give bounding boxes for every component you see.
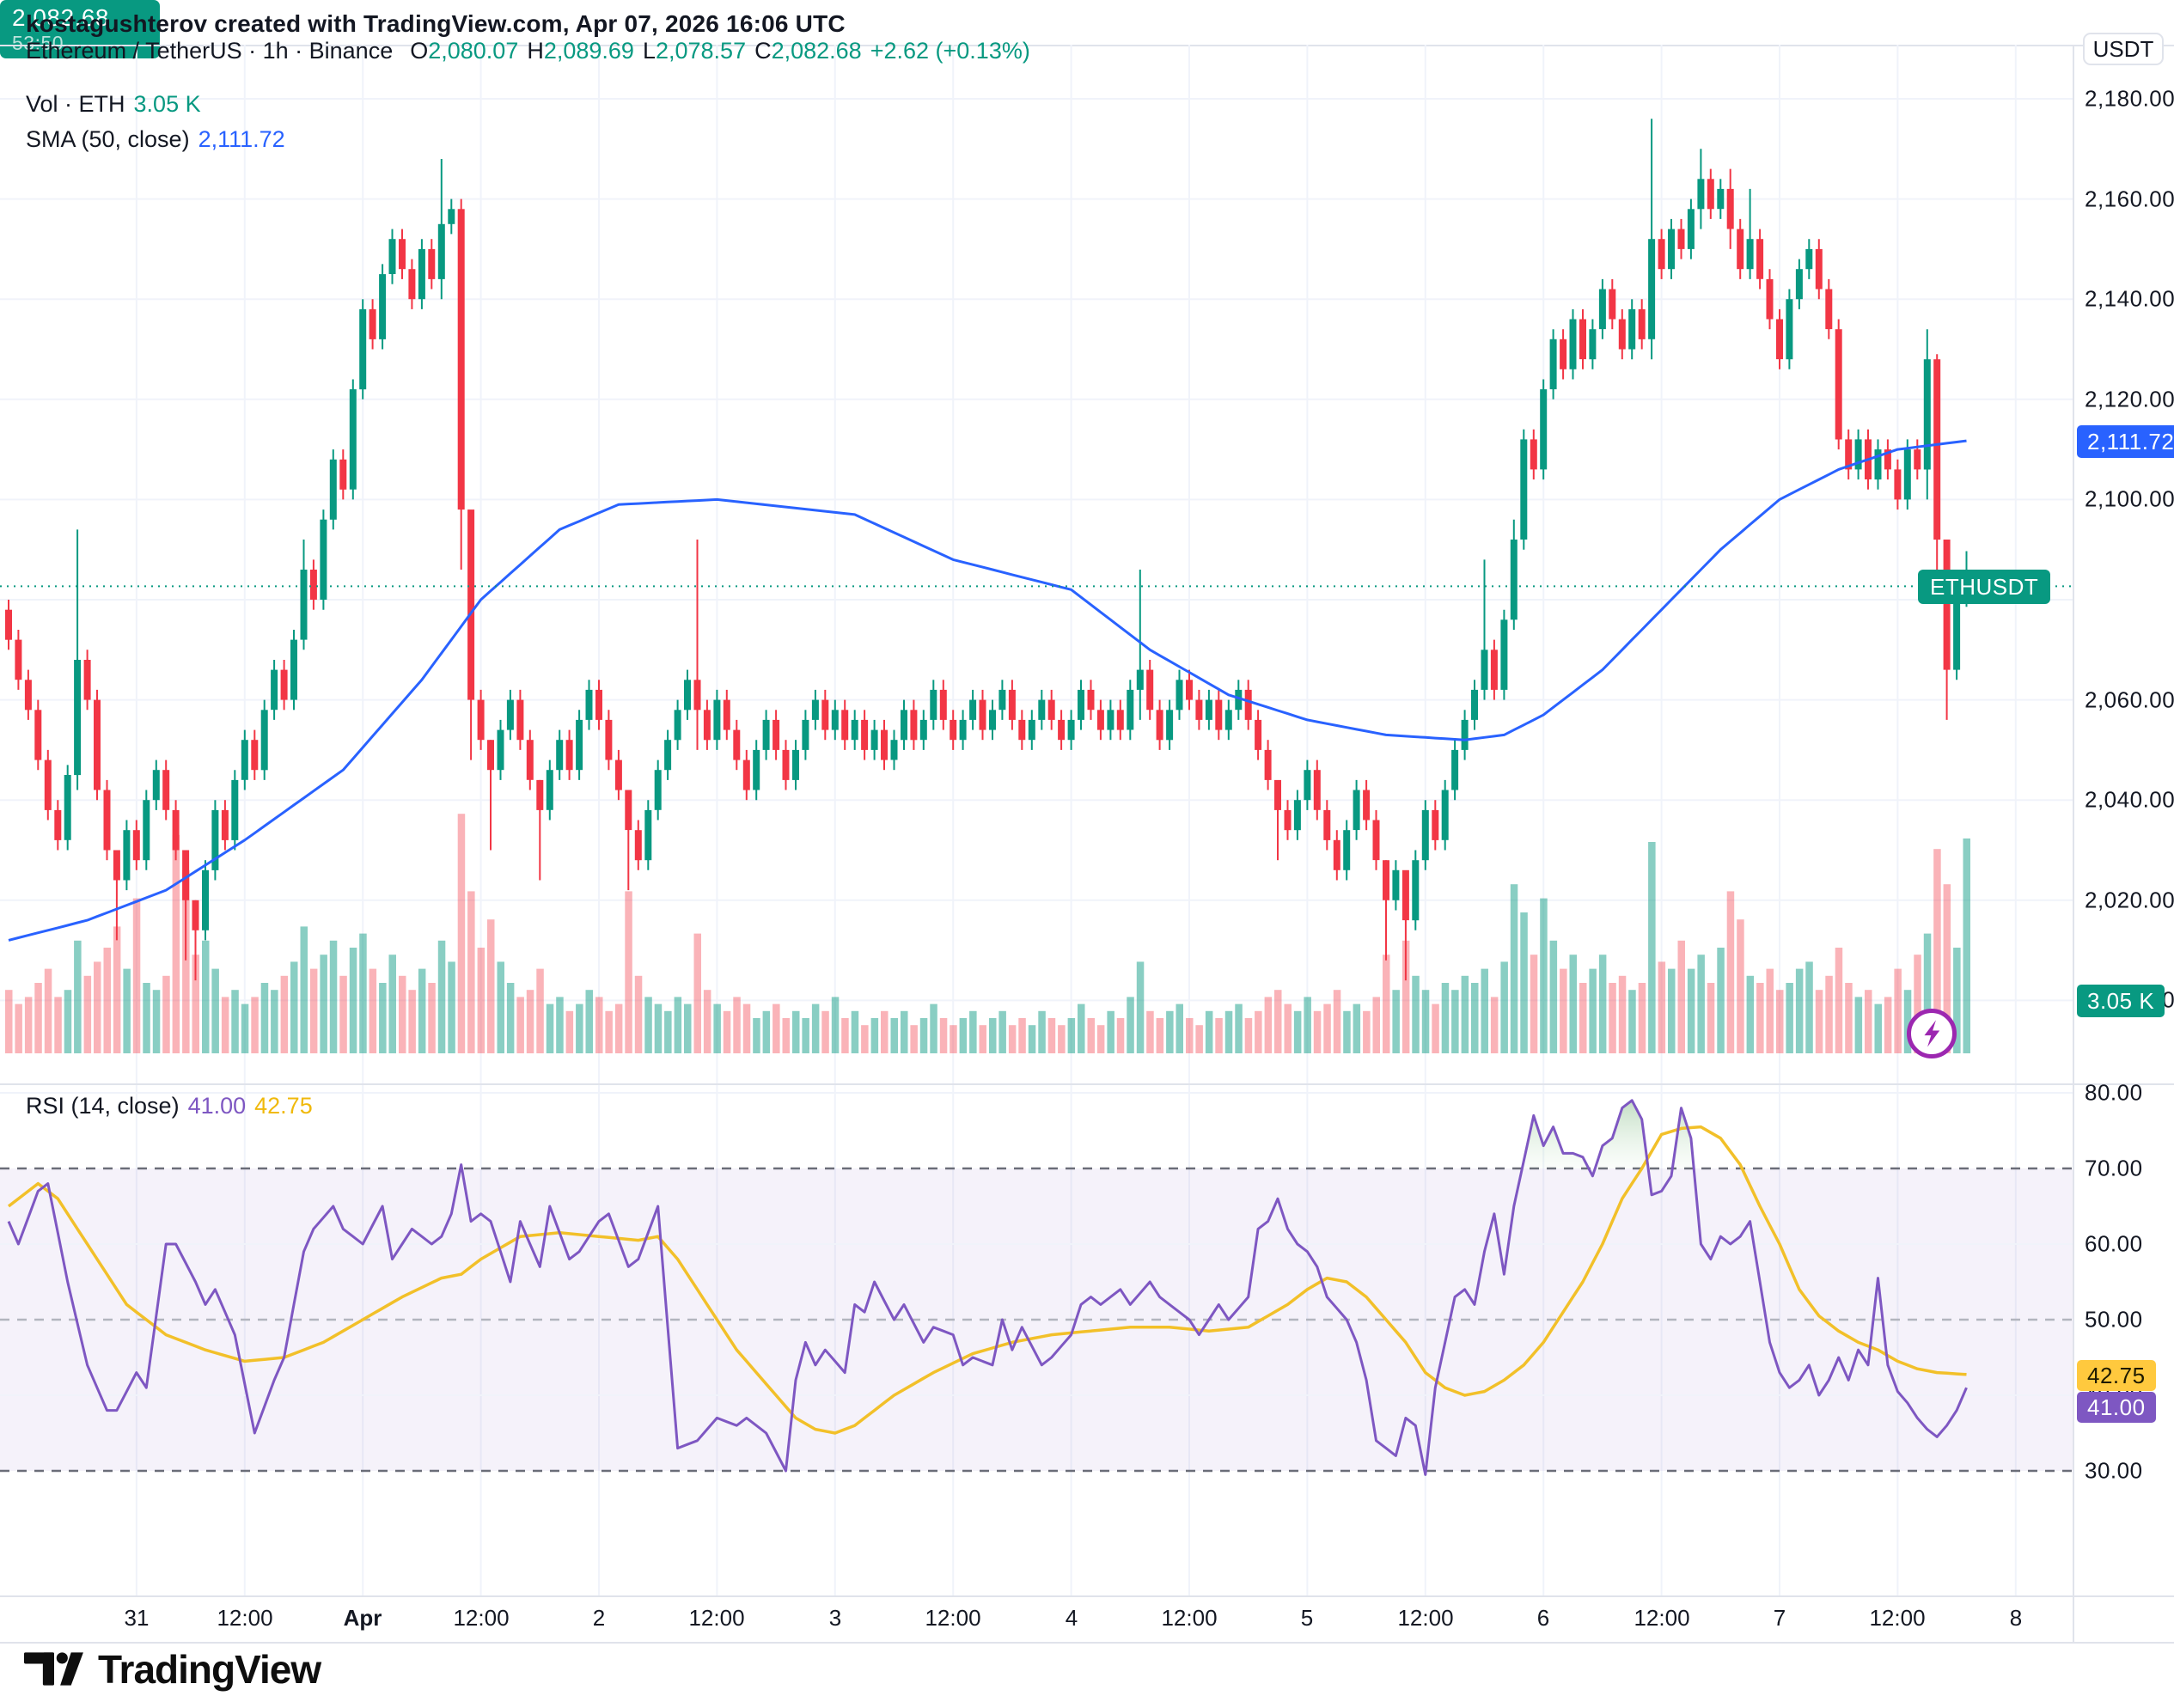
rsi-ma-value: 42.75 bbox=[254, 1093, 313, 1119]
time-tick-label: 2 bbox=[592, 1605, 606, 1631]
price-tick-label: 2,160.00 bbox=[2085, 186, 2174, 212]
sma-label[interactable]: SMA (50, close) bbox=[26, 126, 190, 152]
volume-legend: Vol · ETH 3.05 K bbox=[26, 91, 201, 118]
open-value: 2,080.07 bbox=[428, 38, 519, 64]
attribution-text: kostagushterov created with TradingView.… bbox=[26, 10, 846, 37]
volume-axis-badge: 3.05 K bbox=[2077, 985, 2165, 1017]
price-tick-label: 2,060.00 bbox=[2085, 686, 2174, 713]
header-divider bbox=[0, 45, 2174, 46]
sma-line bbox=[8, 439, 1967, 942]
time-tick-label: 3 bbox=[828, 1605, 842, 1631]
open-label: O bbox=[410, 38, 429, 64]
volume-value: 3.05 K bbox=[133, 91, 201, 117]
close-value: 2,082.68 bbox=[771, 38, 862, 64]
rsi-label[interactable]: RSI (14, close) bbox=[26, 1093, 180, 1119]
sma-price-badge: 2,111.72 bbox=[2077, 425, 2174, 458]
sma-legend: SMA (50, close) 2,111.72 bbox=[26, 126, 285, 153]
rsi-tick-label: 80.00 bbox=[2085, 1079, 2143, 1106]
volume-series bbox=[5, 814, 1970, 1053]
time-tick-label: 12:00 bbox=[217, 1605, 273, 1631]
time-tick-label: 5 bbox=[1300, 1605, 1314, 1631]
symbol-title[interactable]: Ethereum / TetherUS · 1h · Binance bbox=[26, 38, 394, 64]
rsi-ma-line bbox=[7, 1125, 1967, 1435]
price-tick-label: 2,180.00 bbox=[2085, 85, 2174, 112]
last-price-value: 2,082.68 bbox=[12, 4, 109, 31]
currency-toggle-button[interactable]: USDT bbox=[2083, 33, 2164, 65]
rsi-tick-label: 50.00 bbox=[2085, 1306, 2143, 1333]
change-value: +2.62 (+0.13%) bbox=[870, 38, 1030, 64]
rsi-tick-label: 60.00 bbox=[2085, 1230, 2143, 1257]
lightning-icon bbox=[1924, 1020, 1940, 1047]
time-tick-label: 7 bbox=[1773, 1605, 1786, 1631]
close-label: C bbox=[754, 38, 772, 64]
rsi-ma-axis-badge: 42.75 bbox=[2077, 1360, 2156, 1391]
last-price-badge: 2,082.68 53:50 bbox=[0, 0, 160, 58]
price-tick-label: 2,040.00 bbox=[2085, 786, 2174, 813]
bar-countdown: 53:50 bbox=[12, 32, 64, 54]
time-tick-label: 6 bbox=[1536, 1605, 1550, 1631]
time-tick-label: 12:00 bbox=[453, 1605, 510, 1631]
rsi-value: 41.00 bbox=[187, 1093, 247, 1119]
candlestick-series bbox=[5, 119, 1970, 981]
tradingview-logo-icon bbox=[24, 1652, 83, 1686]
rsi-tick-label: 70.00 bbox=[2085, 1155, 2143, 1181]
high-label: H bbox=[527, 38, 544, 64]
time-tick-label: 31 bbox=[124, 1605, 150, 1631]
rsi-line bbox=[7, 1099, 1968, 1476]
instant-trading-button[interactable] bbox=[1907, 1009, 1957, 1058]
low-value: 2,078.57 bbox=[655, 38, 747, 64]
time-tick-label: 12:00 bbox=[925, 1605, 981, 1631]
rsi-axis-badge: 41.00 bbox=[2077, 1392, 2156, 1423]
rsi-legend: RSI (14, close) 41.00 42.75 bbox=[26, 1093, 313, 1119]
price-tick-label: 2,020.00 bbox=[2085, 887, 2174, 913]
time-tick-label: 12:00 bbox=[1397, 1605, 1454, 1631]
high-value: 2,089.69 bbox=[543, 38, 634, 64]
low-label: L bbox=[642, 38, 656, 64]
price-tick-label: 2,100.00 bbox=[2085, 485, 2174, 512]
price-tick-label: 2,140.00 bbox=[2085, 285, 2174, 312]
time-tick-label: Apr bbox=[343, 1605, 382, 1631]
time-tick-label: 12:00 bbox=[688, 1605, 745, 1631]
tradingview-logo-text: TradingView bbox=[98, 1647, 321, 1692]
volume-label[interactable]: Vol · ETH bbox=[26, 91, 125, 117]
time-tick-label: 4 bbox=[1065, 1605, 1078, 1631]
time-tick-label: 12:00 bbox=[1869, 1605, 1926, 1631]
symbol-price-tag: ETHUSDT bbox=[1918, 570, 2051, 604]
time-tick-label: 8 bbox=[2009, 1605, 2023, 1631]
time-tick-label: 12:00 bbox=[1161, 1605, 1218, 1631]
price-tick-label: 2,120.00 bbox=[2085, 386, 2174, 412]
symbol-legend: Ethereum / TetherUS · 1h · Binance O2,080… bbox=[26, 38, 1030, 64]
time-tick-label: 12:00 bbox=[1634, 1605, 1690, 1631]
tradingview-logo[interactable]: TradingView bbox=[24, 1646, 321, 1693]
sma-value: 2,111.72 bbox=[198, 126, 285, 152]
rsi-tick-label: 30.00 bbox=[2085, 1457, 2143, 1484]
